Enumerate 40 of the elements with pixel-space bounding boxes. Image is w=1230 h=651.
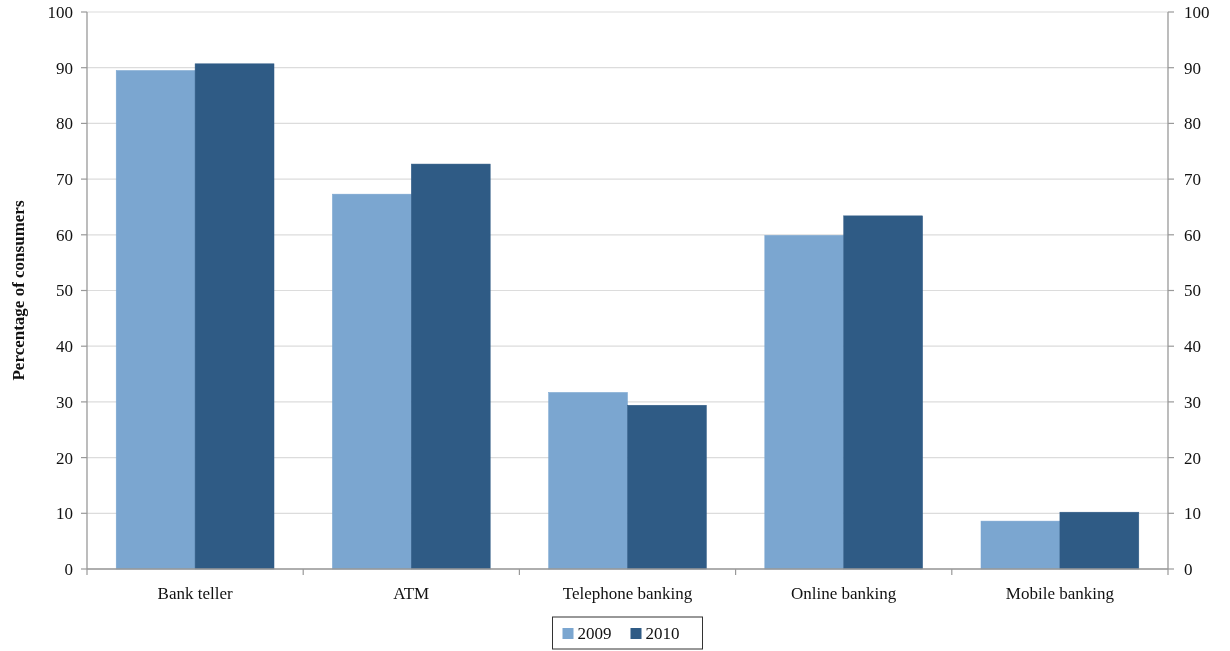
- bar: [764, 235, 844, 570]
- y-tick-label: 80: [56, 114, 73, 134]
- y-tick-label: 60: [56, 225, 73, 245]
- y-tick-label: 20: [56, 448, 73, 468]
- y-axis-title: Percentage of consumers: [9, 200, 28, 381]
- y-tick-label: 0: [64, 559, 73, 579]
- x-tick-label: Mobile banking: [1005, 584, 1115, 603]
- bar: [1059, 511, 1140, 570]
- y2-tick-label: 20: [1184, 448, 1201, 468]
- bar: [194, 63, 275, 570]
- y2-tick-label: 60: [1184, 225, 1201, 245]
- x-tick-label: Bank teller: [157, 584, 233, 603]
- y2-tick-label: 50: [1184, 281, 1201, 301]
- y-tick-label: 100: [47, 2, 73, 22]
- legend-label: 2009: [577, 623, 612, 643]
- x-tick-label: Online banking: [791, 584, 897, 603]
- y2-tick-label: 80: [1184, 114, 1201, 134]
- bar: [115, 70, 196, 570]
- bar: [548, 392, 628, 570]
- y2-tick-label: 90: [1184, 58, 1201, 78]
- bar: [843, 215, 923, 570]
- y-tick-label: 40: [56, 337, 73, 357]
- y2-tick-label: 100: [1184, 2, 1210, 22]
- y2-tick-label: 30: [1184, 392, 1201, 412]
- bar: [411, 163, 491, 570]
- y2-tick-label: 0: [1184, 559, 1193, 579]
- x-tick-label: Telephone banking: [562, 584, 693, 603]
- y2-tick-label: 70: [1184, 170, 1201, 190]
- y-tick-label: 10: [56, 504, 73, 524]
- bar: [980, 520, 1061, 570]
- bar: [332, 193, 412, 570]
- bar: [627, 404, 707, 570]
- y2-tick-label: 40: [1184, 337, 1201, 357]
- y-tick-label: 70: [56, 170, 73, 190]
- x-tick-label: ATM: [393, 584, 430, 603]
- y-tick-label: 90: [56, 58, 73, 78]
- y-tick-label: 50: [56, 281, 73, 301]
- y-tick-label: 30: [56, 392, 73, 412]
- y2-tick-label: 10: [1184, 504, 1201, 524]
- legend-label: 2010: [645, 623, 680, 643]
